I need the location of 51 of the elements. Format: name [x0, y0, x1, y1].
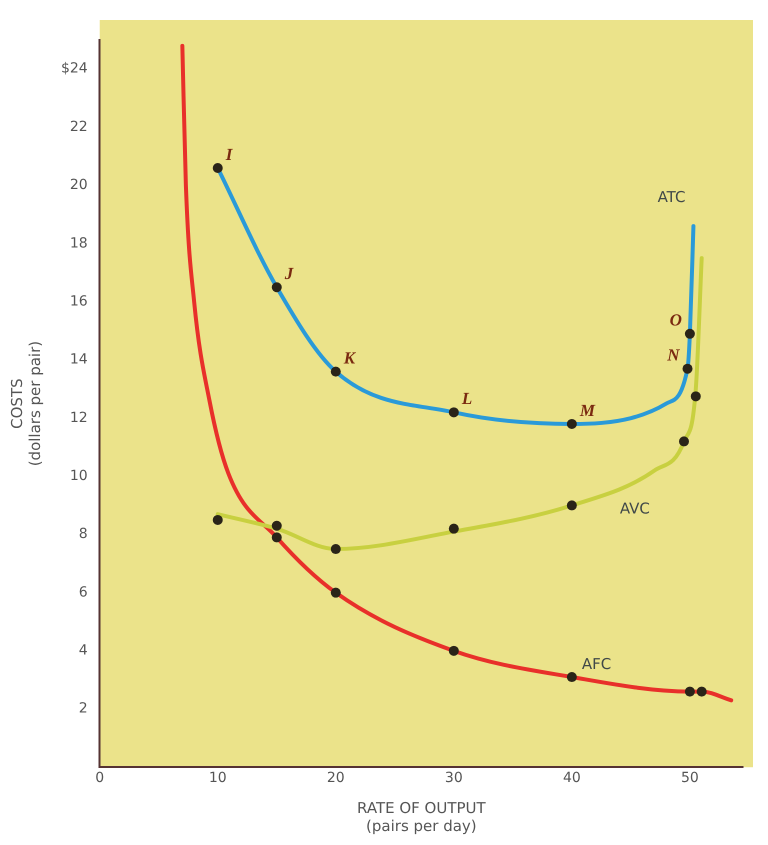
- annotation: K: [342, 348, 357, 368]
- x-tick-label: 40: [562, 770, 581, 786]
- point: [212, 162, 223, 173]
- annotation: L: [460, 389, 472, 408]
- point: [272, 520, 282, 531]
- series-label: AVC: [620, 499, 650, 518]
- x-axis-title: RATE OF OUTPUT (pairs per day): [357, 798, 487, 835]
- y-tick-label: 4: [78, 642, 88, 658]
- point: [682, 364, 693, 374]
- annotation: N: [666, 346, 680, 365]
- y-tick-label: 10: [70, 468, 88, 484]
- x-tick-label: 50: [680, 770, 699, 786]
- point: [684, 328, 695, 339]
- annotation: O: [670, 310, 682, 330]
- point: [330, 588, 341, 598]
- point: [330, 544, 341, 554]
- y-tick-label: 6: [78, 584, 88, 600]
- point: [566, 418, 577, 429]
- y-tick-label: 8: [78, 526, 88, 542]
- point: [696, 686, 707, 697]
- point: [684, 686, 695, 697]
- point: [678, 436, 689, 446]
- y-tick-label: 16: [70, 293, 88, 310]
- y-tick-label: 14: [70, 352, 88, 368]
- point: [690, 391, 701, 402]
- point: [212, 514, 223, 525]
- point: [448, 524, 459, 534]
- x-tick-label: 10: [208, 770, 227, 786]
- annotation: M: [578, 400, 596, 420]
- y-tick-label: 2: [78, 700, 88, 717]
- point: [448, 646, 459, 656]
- point: [566, 672, 577, 682]
- point: [448, 407, 459, 418]
- x-tick-label: 0: [95, 770, 104, 786]
- x-tick-label: 30: [444, 770, 463, 786]
- point: [566, 500, 577, 510]
- series-label: ATC: [658, 188, 686, 206]
- y-tick-label: 18: [70, 235, 88, 252]
- series-label: AFC: [582, 654, 612, 673]
- point: [330, 366, 341, 377]
- line-series: [180, 44, 734, 702]
- y-tick-label: $24: [60, 60, 88, 77]
- annotation: I: [224, 144, 234, 164]
- annotation: J: [284, 264, 294, 284]
- y-axis-title: COSTS (dollars per pair): [8, 340, 44, 466]
- point: [272, 282, 282, 292]
- y-tick-label: 20: [70, 177, 88, 194]
- y-tick-label: 22: [70, 118, 88, 135]
- point: [272, 532, 282, 542]
- x-tick-label: 20: [326, 770, 345, 786]
- y-tick-label: 12: [70, 410, 88, 426]
